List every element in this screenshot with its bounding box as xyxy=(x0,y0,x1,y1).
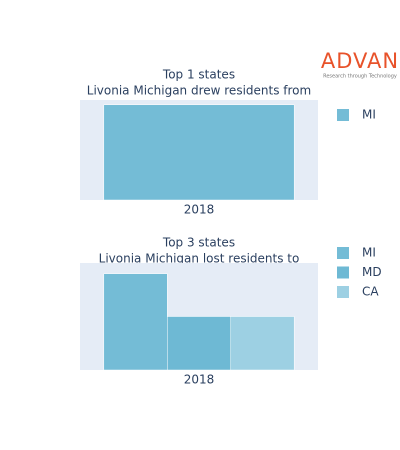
chart-subtitle: Livonia Michigan drew residents from xyxy=(87,84,311,98)
chart-title: Top 3 states xyxy=(162,236,235,250)
legend-swatch xyxy=(337,266,349,279)
x-tick-label: 2018 xyxy=(184,203,215,217)
x-tick-label: 2018 xyxy=(184,373,215,387)
chart-subtitle: Livonia Michigan lost residents to xyxy=(99,252,300,266)
legend-label: CA xyxy=(362,285,379,299)
legend-swatch xyxy=(337,247,349,259)
bar xyxy=(230,316,295,371)
legend-swatch xyxy=(337,286,349,298)
logo-tagline: Research through Technology xyxy=(323,74,397,80)
legend-label: MD xyxy=(362,265,382,279)
legend-swatch xyxy=(337,109,349,121)
bar xyxy=(103,273,168,371)
legend-label: MI xyxy=(362,108,376,122)
chart-title: Top 1 states xyxy=(162,68,235,82)
legend-label: MI xyxy=(362,246,376,260)
bar xyxy=(167,316,231,371)
logo-name: ADVAN xyxy=(321,49,399,73)
bar xyxy=(103,104,295,201)
